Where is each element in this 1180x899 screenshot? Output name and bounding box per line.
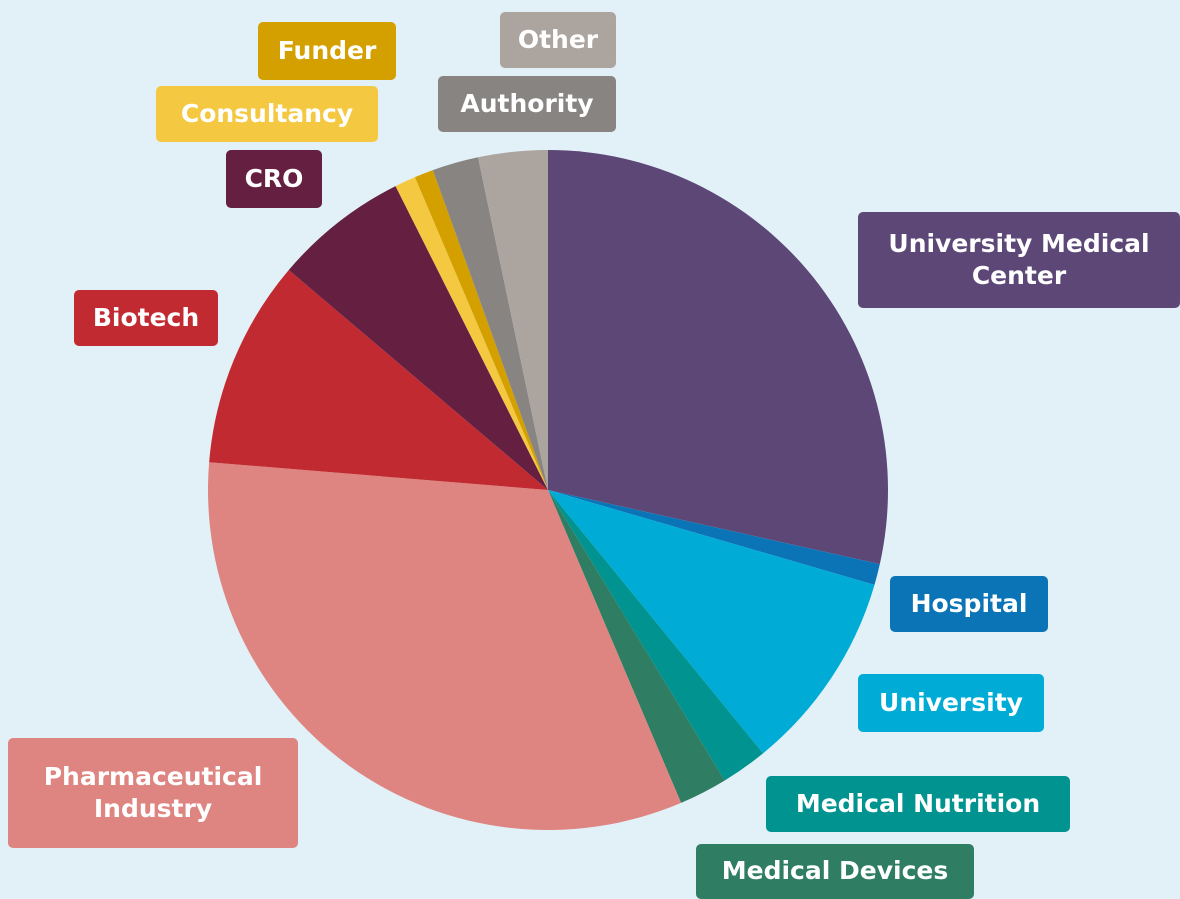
slice-label: Funder: [258, 22, 396, 80]
pie-slice: [414, 170, 548, 491]
slice-label: Medical Nutrition: [766, 776, 1070, 832]
pie-slice: [209, 270, 548, 490]
slice-label: Consultancy: [156, 86, 378, 142]
pie-slice: [395, 177, 548, 491]
pie-slice: [548, 150, 888, 565]
pie-slice: [548, 490, 875, 754]
slice-label: Other: [500, 12, 616, 68]
slice-label: Authority: [438, 76, 616, 132]
pie-slice: [288, 186, 548, 490]
slice-label: Biotech: [74, 290, 218, 346]
slice-label: Hospital: [890, 576, 1048, 632]
pie-slice: [432, 157, 548, 491]
pie-slice: [548, 490, 880, 585]
slice-label: University Medical Center: [858, 212, 1180, 308]
slice-label: University: [858, 674, 1044, 732]
slice-label: Pharmaceutical Industry: [8, 738, 298, 848]
pie-slice: [208, 462, 682, 830]
slice-label: CRO: [226, 150, 322, 208]
pie-slice: [548, 490, 725, 803]
slice-label: Medical Devices: [696, 844, 974, 899]
pie-slice: [478, 150, 548, 490]
pie-slice: [548, 490, 764, 781]
